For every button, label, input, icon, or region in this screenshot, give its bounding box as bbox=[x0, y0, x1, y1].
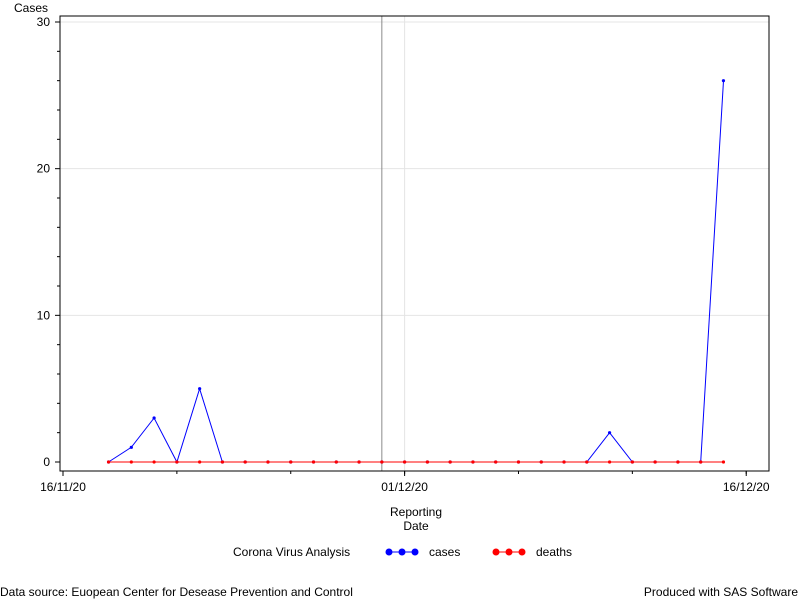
legend-label: deaths bbox=[536, 545, 572, 559]
data-point-deaths bbox=[516, 460, 521, 464]
data-point-deaths bbox=[676, 460, 680, 464]
legend-items: cases deaths bbox=[385, 545, 572, 559]
data-point-deaths bbox=[266, 460, 270, 464]
data-point-deaths bbox=[380, 460, 384, 464]
footer-source: Data source: Euopean Center for Desease … bbox=[0, 585, 353, 599]
data-point-deaths bbox=[357, 460, 361, 464]
legend-item-deaths: deaths bbox=[492, 545, 572, 559]
legend-item-cases: cases bbox=[385, 545, 460, 559]
data-point-deaths bbox=[198, 460, 202, 464]
x-tick-label: 16/11/20 bbox=[40, 480, 86, 494]
series-layer bbox=[106, 79, 726, 464]
data-point-deaths bbox=[289, 460, 293, 464]
x-axis: 16/11/20 01/12/20 16/12/20 bbox=[40, 471, 770, 494]
data-point-deaths bbox=[607, 460, 612, 464]
series-cases bbox=[106, 79, 726, 464]
data-point-deaths bbox=[562, 460, 566, 464]
legend-swatch-marker bbox=[505, 548, 513, 556]
y-axis: 0 10 20 30 bbox=[37, 15, 60, 469]
series-deaths bbox=[106, 460, 726, 464]
data-point-cases bbox=[198, 387, 202, 391]
data-point-deaths bbox=[403, 460, 407, 464]
data-point-deaths bbox=[494, 460, 498, 464]
data-point-deaths bbox=[175, 460, 179, 464]
y-tick-label: 20 bbox=[37, 162, 51, 176]
data-point-deaths bbox=[630, 460, 634, 464]
gridlines bbox=[60, 16, 769, 471]
data-point-deaths bbox=[311, 460, 316, 464]
data-point-deaths bbox=[585, 460, 589, 464]
legend-swatch-marker bbox=[385, 548, 393, 556]
data-point-deaths bbox=[471, 460, 475, 464]
data-point-deaths bbox=[334, 460, 338, 464]
y-tick-label: 0 bbox=[43, 455, 50, 469]
data-point-cases bbox=[721, 79, 726, 83]
data-point-cases bbox=[129, 445, 133, 449]
legend-swatch-marker bbox=[411, 548, 419, 556]
x-axis-label-line-2: Date bbox=[403, 519, 429, 533]
y-axis-label: Cases bbox=[14, 1, 48, 15]
footer-produced-by: Produced with SAS Software bbox=[644, 585, 798, 599]
data-point-deaths bbox=[243, 460, 247, 464]
x-tick-label: 01/12/20 bbox=[381, 480, 428, 494]
legend-title: Corona Virus Analysis bbox=[233, 545, 350, 559]
y-tick-label: 30 bbox=[37, 15, 51, 29]
data-point-cases bbox=[607, 431, 612, 435]
y-tick-label: 10 bbox=[37, 308, 51, 322]
data-point-deaths bbox=[539, 460, 543, 464]
data-point-deaths bbox=[653, 460, 657, 464]
legend-swatch-marker bbox=[518, 548, 526, 556]
legend-swatch-marker bbox=[492, 548, 500, 556]
legend-label: cases bbox=[429, 545, 460, 559]
data-point-deaths bbox=[220, 460, 225, 464]
data-point-cases bbox=[152, 416, 156, 420]
legend-swatch-marker bbox=[398, 548, 406, 556]
plot-frame bbox=[59, 15, 770, 472]
data-point-deaths bbox=[129, 460, 133, 464]
legend: Corona Virus Analysis cases deaths bbox=[233, 545, 572, 559]
data-point-deaths bbox=[721, 460, 726, 464]
data-point-deaths bbox=[152, 460, 156, 464]
data-point-deaths bbox=[106, 460, 111, 464]
data-point-deaths bbox=[448, 460, 452, 464]
x-axis-label-line-1: Reporting bbox=[390, 505, 442, 519]
data-point-deaths bbox=[425, 460, 429, 464]
series-line-cases bbox=[108, 80, 724, 464]
x-tick-label: 16/12/20 bbox=[723, 480, 770, 494]
data-point-deaths bbox=[699, 460, 703, 464]
